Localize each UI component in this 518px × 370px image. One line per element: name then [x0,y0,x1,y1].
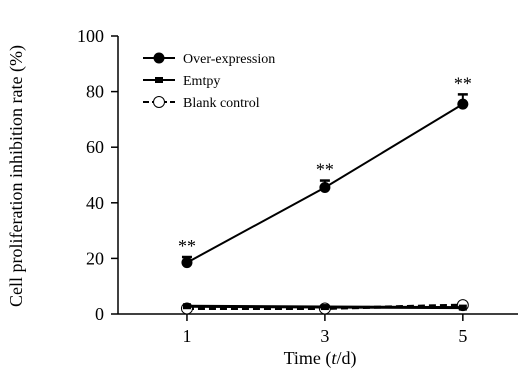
x-tick-label: 5 [458,326,467,346]
y-tick-label: 0 [95,304,104,324]
chart-legend: Over-expression Emtpy Blank control [143,52,275,111]
y-tick-label: 100 [77,26,104,46]
chart-axes [117,36,518,315]
chart-ticks: 0 20 40 60 80 100 1 3 5 [77,26,467,346]
data-point [319,182,331,194]
y-tick-label: 80 [86,82,104,102]
y-tick-label: 60 [86,137,104,157]
y-tick-label: 20 [86,248,104,268]
data-point [457,98,469,110]
significance-label: ** [178,236,196,256]
x-axis-title: Time (t/d) [284,348,357,369]
legend-label: Emtpy [183,74,220,89]
significance-label: ** [316,160,334,180]
legend-marker [155,77,163,83]
x-tick-label: 1 [182,326,191,346]
data-point [181,257,193,269]
x-axis-title-prefix: Time ( [284,348,332,369]
y-tick-label: 40 [86,193,104,213]
data-point [320,304,329,311]
y-axis-title: Cell proliferation inhibition rate (%) [6,45,27,307]
chart-series: ** ** ** [178,73,472,315]
x-axis-title-italic: t [331,348,337,368]
legend-label: Over-expression [183,52,275,67]
legend-marker [153,52,165,64]
data-point [458,304,467,311]
x-axis-title-suffix: /d) [336,348,356,369]
data-point [182,303,191,310]
legend-label: Blank control [183,96,260,111]
legend-marker [153,96,165,108]
x-tick-label: 3 [320,326,329,346]
significance-label: ** [454,73,472,93]
